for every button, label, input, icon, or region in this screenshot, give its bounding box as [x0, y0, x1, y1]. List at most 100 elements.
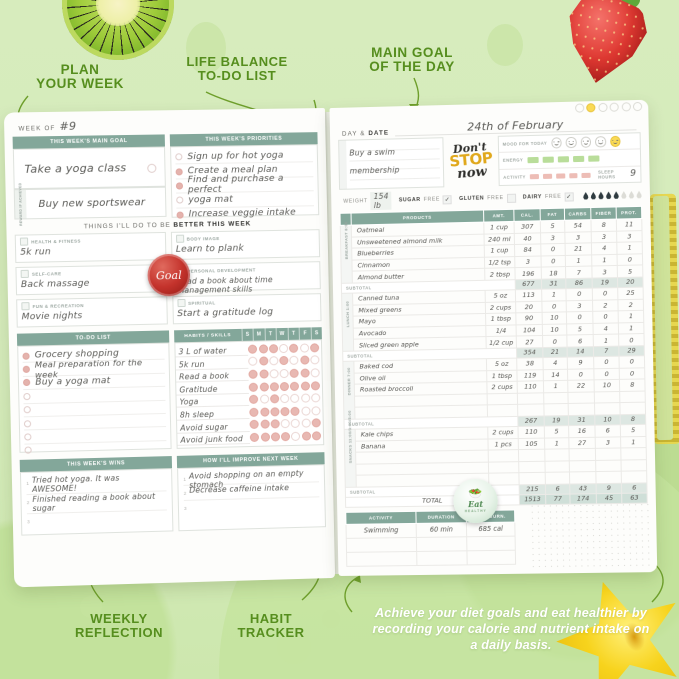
- daily-note-card[interactable]: Buy a swim membership: [338, 137, 444, 190]
- habit-dot[interactable]: [269, 356, 279, 366]
- habit-dot[interactable]: [289, 368, 300, 378]
- activity-duration[interactable]: [416, 550, 468, 566]
- nutrition-value[interactable]: 3: [514, 255, 542, 269]
- nutrition-value[interactable]: 1: [620, 435, 647, 449]
- habit-dot[interactable]: [249, 420, 259, 430]
- life-balance-cell[interactable]: PERSONAL DEVELOPMENT Read a book about t…: [171, 261, 321, 295]
- nutrition-value[interactable]: 1: [591, 254, 618, 267]
- nutrition-value[interactable]: 0: [592, 287, 618, 300]
- list-item[interactable]: Find and purchase a perfect: [175, 174, 314, 196]
- nutrition-value[interactable]: 0: [619, 367, 645, 380]
- habit-dot[interactable]: [249, 394, 259, 405]
- activity-calories[interactable]: [466, 550, 516, 565]
- nutrition-value[interactable]: 5: [544, 425, 569, 438]
- list-item[interactable]: Meal preparation for the week: [22, 357, 165, 379]
- nutrition-value[interactable]: 18: [541, 266, 566, 280]
- nutrition-value[interactable]: [544, 460, 570, 473]
- nutrition-value[interactable]: 10: [542, 323, 567, 336]
- life-balance-cell[interactable]: HEALTH & FITNESS 5k run: [14, 231, 166, 263]
- nutrition-value[interactable]: 20: [515, 300, 543, 314]
- nutrition-value[interactable]: 5: [620, 424, 646, 437]
- water-drop-icon[interactable]: [628, 191, 634, 199]
- nutrition-value[interactable]: [567, 391, 595, 404]
- habit-dot[interactable]: [279, 368, 289, 379]
- nutrition-value[interactable]: [543, 392, 569, 405]
- nutrition-value[interactable]: [595, 459, 622, 472]
- nutrition-value[interactable]: 4: [591, 242, 618, 255]
- habit-dot[interactable]: [311, 393, 321, 403]
- nutrition-value[interactable]: 0: [540, 255, 566, 268]
- sleep-hours-value[interactable]: 9: [630, 168, 637, 180]
- energy-segment[interactable]: [572, 156, 584, 162]
- nutrition-value[interactable]: 8: [590, 219, 617, 232]
- nutrition-value[interactable]: 5 oz: [485, 289, 516, 302]
- nutrition-value[interactable]: 11: [616, 218, 642, 231]
- nutrition-value[interactable]: [569, 460, 596, 473]
- nutrition-value[interactable]: 5: [540, 220, 565, 233]
- energy-segment[interactable]: [527, 157, 539, 163]
- activity-name[interactable]: [346, 537, 417, 553]
- nutrition-value[interactable]: 119: [516, 369, 544, 382]
- habit-dot[interactable]: [279, 381, 290, 391]
- water-drop-icon[interactable]: [583, 192, 589, 200]
- nutrition-value[interactable]: 0: [566, 311, 593, 324]
- wind-icon[interactable]: [632, 101, 643, 112]
- habit-dot[interactable]: [258, 344, 268, 354]
- habit-dot[interactable]: [270, 419, 280, 429]
- main-goal-field[interactable]: Take a yoga class: [12, 146, 166, 190]
- nutrition-value[interactable]: 105: [518, 437, 545, 450]
- nutrition-value[interactable]: 0: [542, 335, 568, 348]
- nutrition-value[interactable]: 3: [591, 265, 618, 279]
- nutrition-value[interactable]: 27: [568, 436, 596, 449]
- energy-segment[interactable]: [587, 155, 600, 162]
- habit-dot[interactable]: [300, 381, 310, 391]
- nutrition-value[interactable]: 10: [542, 312, 567, 325]
- habit-dot[interactable]: [259, 382, 269, 392]
- nutrition-value[interactable]: [620, 459, 647, 472]
- nutrition-value[interactable]: 1: [544, 437, 570, 450]
- nutrition-value[interactable]: [619, 390, 646, 403]
- nutrition-value[interactable]: 113: [515, 289, 542, 302]
- activity-name[interactable]: [346, 551, 417, 567]
- face-sad-icon[interactable]: [551, 137, 562, 149]
- nutrition-value[interactable]: 90: [515, 312, 543, 325]
- nutrition-value[interactable]: 1/2 cup: [485, 336, 517, 349]
- nutrition-value[interactable]: 0: [567, 368, 595, 381]
- nutrition-value[interactable]: 1: [565, 254, 592, 267]
- habit-dot[interactable]: [248, 344, 258, 354]
- habit-dot[interactable]: [290, 393, 300, 404]
- todo-checkbox[interactable]: [23, 406, 31, 414]
- habit-dot[interactable]: [279, 343, 289, 353]
- nutrition-value[interactable]: 2: [617, 298, 644, 311]
- water-drop-icon[interactable]: [621, 191, 627, 199]
- habit-dot[interactable]: [260, 432, 270, 442]
- nutrition-value[interactable]: [568, 403, 595, 416]
- nutrition-value[interactable]: 22: [567, 379, 595, 393]
- nutrition-value[interactable]: 6: [594, 424, 621, 437]
- nutrition-value[interactable]: [569, 448, 596, 461]
- nutrition-value[interactable]: 0: [541, 300, 567, 313]
- nutrition-value[interactable]: 110: [517, 425, 545, 439]
- energy-segment[interactable]: [542, 156, 554, 163]
- habit-dot[interactable]: [310, 343, 320, 353]
- table-row[interactable]: [346, 550, 516, 567]
- todo-checkbox[interactable]: [24, 446, 32, 455]
- activity-calories[interactable]: 685 cal: [466, 521, 516, 537]
- nutrition-value[interactable]: 1: [618, 322, 644, 335]
- habit-dot[interactable]: [248, 369, 258, 379]
- nutrition-value[interactable]: 25: [617, 287, 644, 300]
- face-meh-icon[interactable]: [565, 137, 577, 149]
- nutrition-value[interactable]: 10: [594, 379, 620, 392]
- dairy-free-flag[interactable]: DAIRY FREE ✓: [522, 191, 574, 202]
- water-drop-icon[interactable]: [636, 191, 642, 199]
- snow-icon[interactable]: [609, 102, 619, 112]
- nutrition-value[interactable]: 0: [565, 288, 593, 301]
- nutrition-value[interactable]: 3: [540, 231, 566, 245]
- habit-dot[interactable]: [311, 431, 322, 441]
- nutrition-value[interactable]: 1: [593, 334, 619, 347]
- nutrition-value[interactable]: [487, 404, 518, 417]
- habit-dot[interactable]: [300, 393, 311, 403]
- nutrition-value[interactable]: [543, 403, 569, 416]
- habit-dot[interactable]: [269, 394, 280, 404]
- habit-dot[interactable]: [281, 431, 291, 442]
